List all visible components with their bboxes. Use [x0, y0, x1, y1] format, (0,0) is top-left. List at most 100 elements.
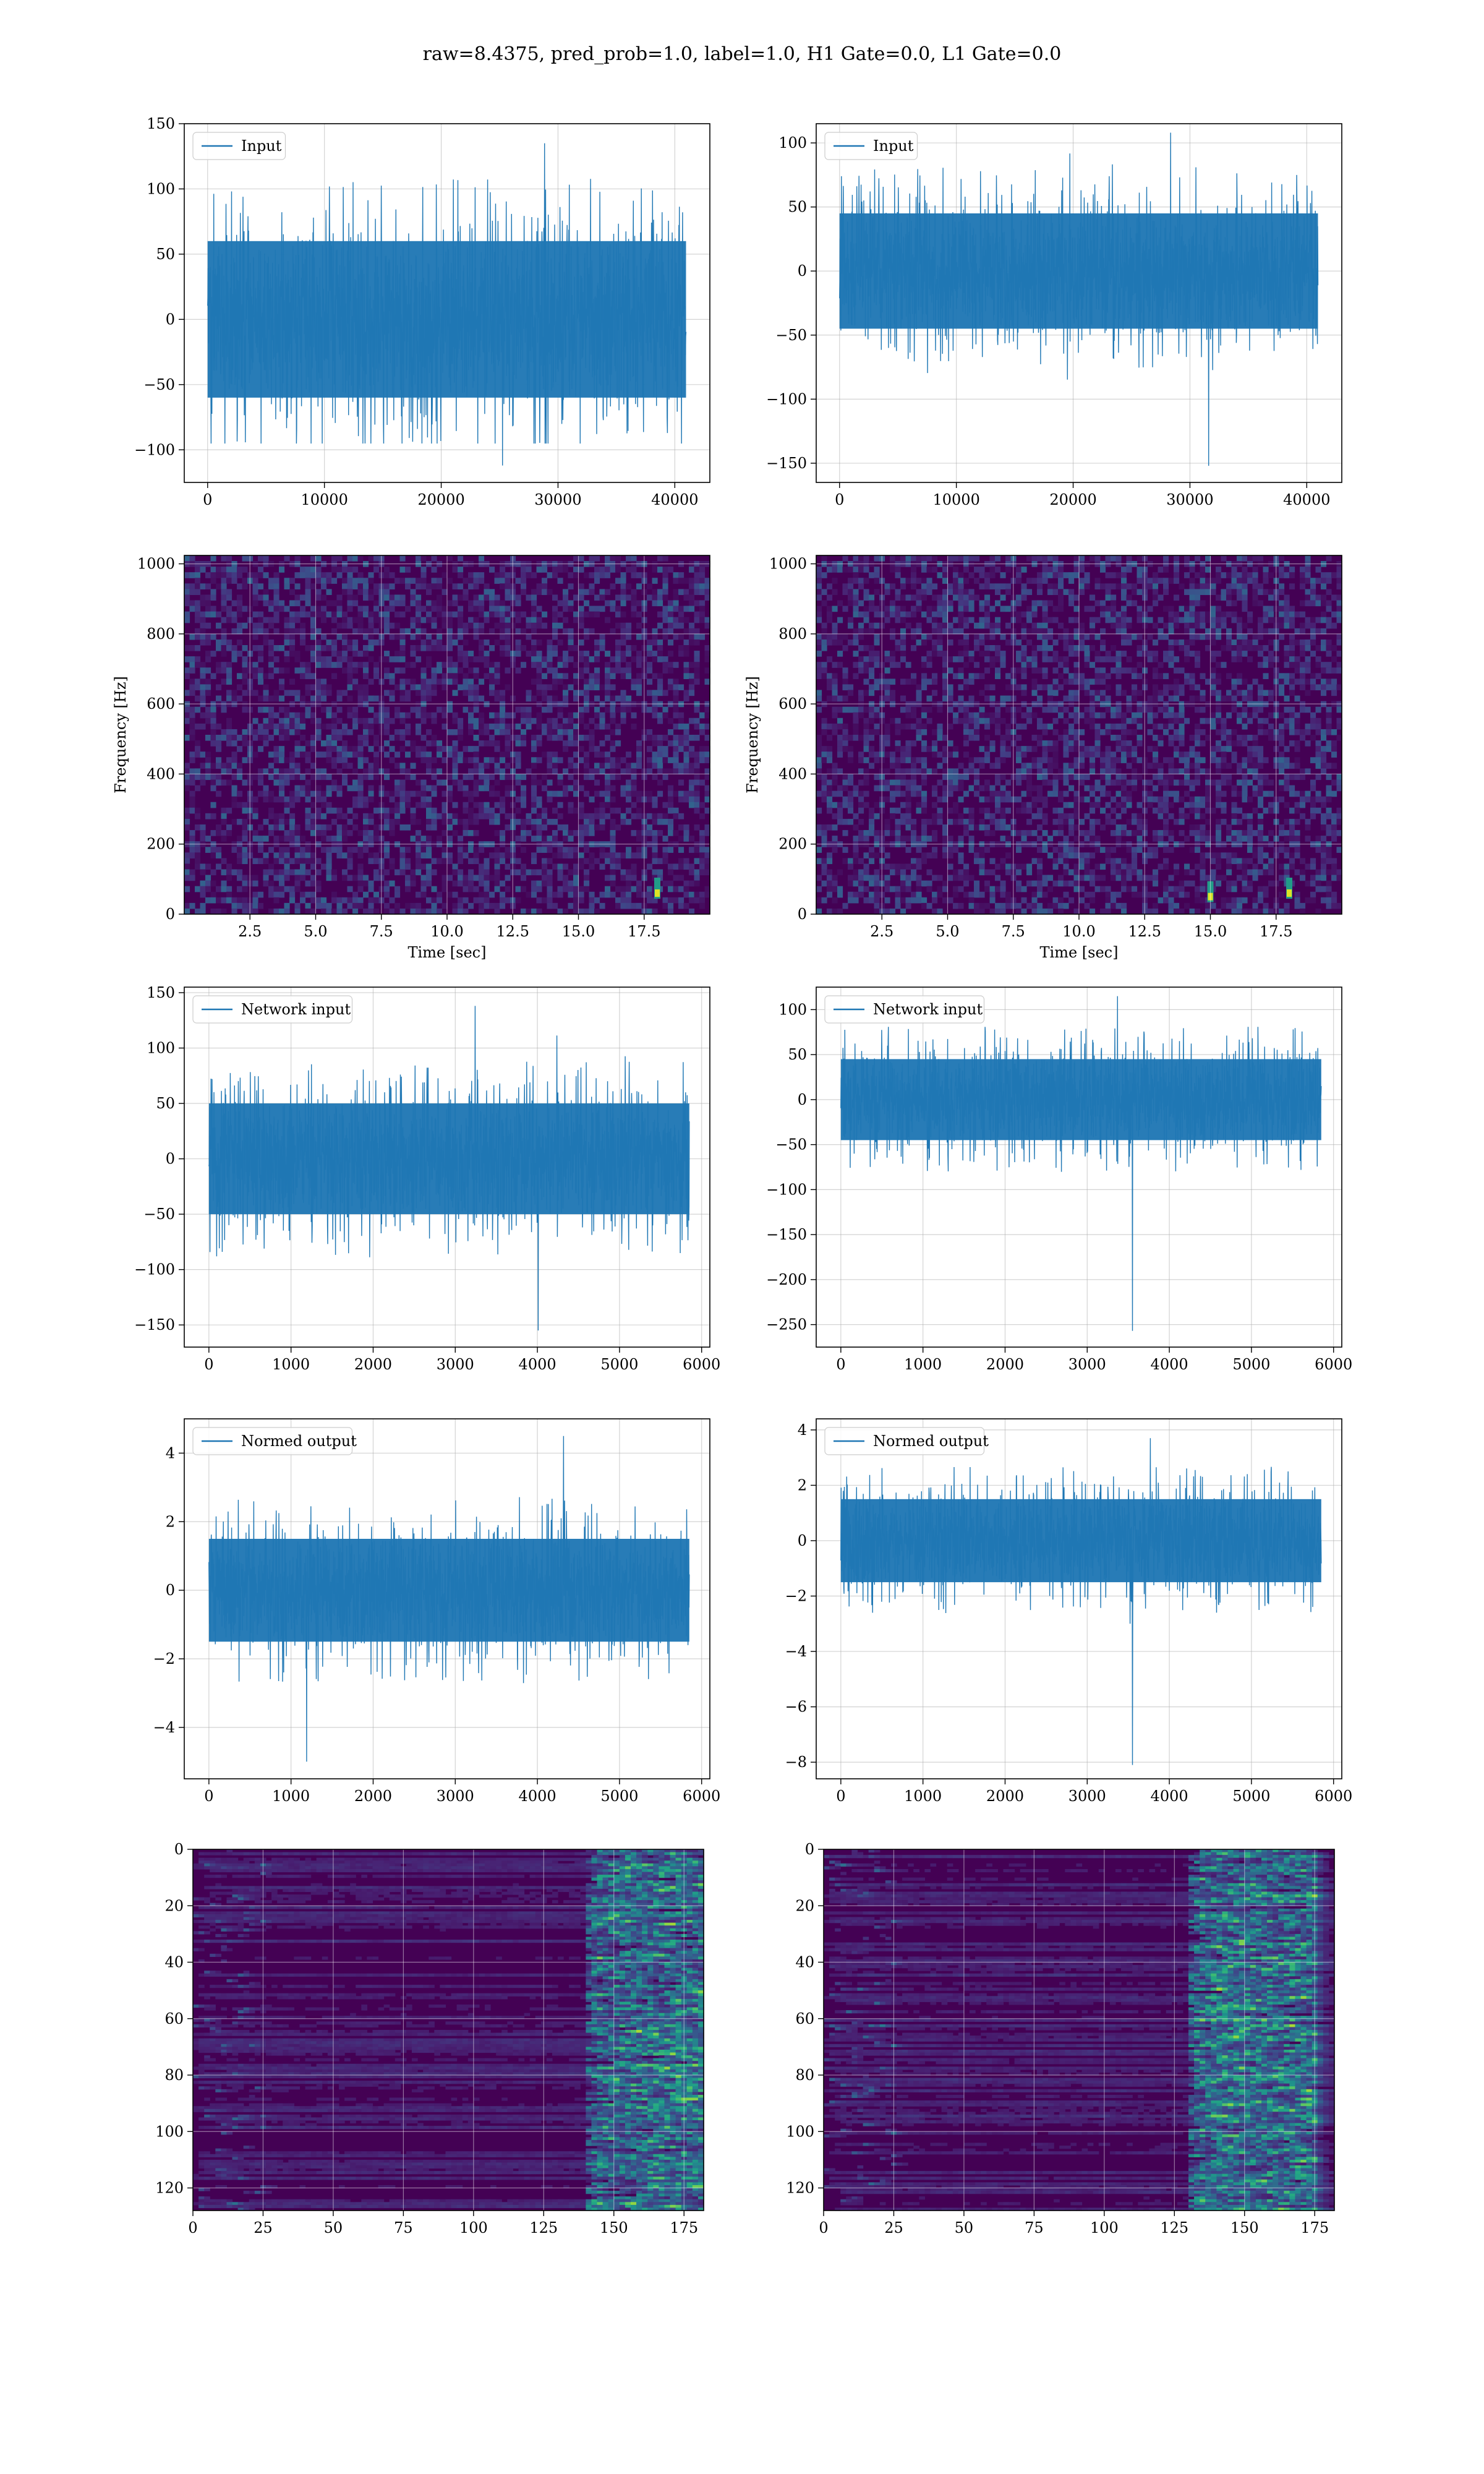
- heatmap-cell: [1032, 606, 1038, 612]
- heatmap-cell: [816, 645, 822, 651]
- heatmap-cell: [1127, 601, 1132, 607]
- heatmap-cell: [652, 847, 658, 853]
- heatmap-cell: [526, 623, 532, 629]
- heatmap-cell: [505, 852, 511, 858]
- heatmap-cell: [558, 656, 563, 662]
- heatmap-cell: [837, 617, 843, 623]
- heatmap-cell: [453, 757, 458, 763]
- heatmap-cell: [663, 612, 668, 618]
- heatmap-cell: [1190, 634, 1195, 640]
- heatmap-cell: [911, 634, 916, 640]
- heatmap-cell: [479, 863, 484, 870]
- heatmap-cell: [573, 808, 579, 814]
- heatmap-cell: [663, 881, 668, 887]
- heatmap-cell: [1148, 656, 1153, 662]
- heatmap-cell: [699, 634, 705, 640]
- heatmap-cell: [694, 567, 700, 573]
- heatmap-cell: [321, 617, 326, 623]
- heatmap-cell: [1289, 673, 1295, 679]
- heatmap-cell: [216, 830, 221, 836]
- heatmap-cell: [221, 617, 227, 623]
- heatmap-cell: [358, 662, 364, 668]
- heatmap-cell: [668, 909, 673, 915]
- heatmap-cell: [447, 612, 453, 618]
- heatmap-cell: [211, 729, 216, 735]
- heatmap-cell: [558, 623, 563, 629]
- heatmap-cell: [1026, 628, 1032, 635]
- heatmap-cell: [969, 678, 974, 685]
- heatmap-cell: [295, 903, 301, 909]
- heatmap-cell: [326, 751, 332, 758]
- heatmap-cell: [689, 578, 694, 584]
- heatmap-cell: [1163, 656, 1169, 662]
- heatmap-cell: [605, 651, 610, 657]
- heatmap-cell: [1047, 634, 1053, 640]
- heatmap-cell: [300, 847, 305, 853]
- heatmap-cell: [342, 763, 348, 769]
- heatmap-cell: [652, 813, 658, 820]
- heatmap-cell: [342, 780, 348, 786]
- heatmap-cell: [684, 751, 689, 758]
- heatmap-cell: [211, 847, 216, 853]
- heatmap-cell: [895, 555, 901, 562]
- heatmap-cell: [816, 578, 822, 584]
- heatmap-cell: [216, 847, 221, 853]
- heatmap-cell: [505, 606, 511, 612]
- heatmap-cell: [390, 696, 395, 702]
- heatmap-cell: [1074, 651, 1080, 657]
- heatmap-cell: [1190, 628, 1195, 635]
- heatmap-cell: [348, 852, 353, 858]
- heatmap-cell: [453, 870, 458, 876]
- heatmap-cell: [652, 852, 658, 858]
- heatmap-cell: [1253, 640, 1258, 646]
- heatmap-cell: [589, 892, 595, 898]
- heatmap-cell: [226, 830, 232, 836]
- heatmap-cell: [453, 774, 458, 780]
- heatmap-cell: [468, 768, 474, 774]
- heatmap-cell: [1226, 589, 1232, 595]
- heatmap-cell: [552, 751, 558, 758]
- heatmap-cell: [1321, 690, 1326, 696]
- heatmap-cell: [321, 572, 326, 578]
- heatmap-cell: [963, 589, 969, 595]
- heatmap-cell: [869, 662, 874, 668]
- heatmap-cell: [516, 628, 521, 635]
- heatmap-cell: [358, 555, 364, 562]
- heatmap-cell: [369, 819, 374, 825]
- heatmap-cell: [699, 746, 705, 752]
- heatmap-cell: [521, 836, 526, 842]
- heatmap-cell: [958, 684, 964, 690]
- heatmap-cell: [426, 713, 432, 719]
- heatmap-cell: [516, 858, 521, 864]
- heatmap-cell: [500, 713, 505, 719]
- heatmap-cell: [216, 863, 221, 870]
- heatmap-cell: [342, 583, 348, 589]
- heatmap-cell: [636, 757, 642, 763]
- heatmap-cell: [969, 589, 974, 595]
- heatmap-cell: [479, 763, 484, 769]
- heatmap-cell: [853, 572, 859, 578]
- heatmap-cell: [1232, 684, 1237, 690]
- heatmap-cell: [542, 662, 547, 668]
- heatmap-cell: [647, 662, 652, 668]
- heatmap-cell: [1005, 623, 1011, 629]
- heatmap-cell: [636, 813, 642, 820]
- heatmap-cell: [684, 645, 689, 651]
- heatmap-cell: [1090, 555, 1095, 562]
- heatmap-cell: [500, 903, 505, 909]
- heatmap-cell: [1090, 645, 1095, 651]
- heatmap-cell: [1253, 572, 1258, 578]
- heatmap-cell: [927, 606, 932, 612]
- heatmap-cell: [411, 746, 416, 752]
- heatmap-cell: [1100, 696, 1106, 702]
- heatmap-cell: [321, 645, 326, 651]
- heatmap-cell: [694, 892, 700, 898]
- heatmap-cell: [1137, 645, 1143, 651]
- heatmap-cell: [1321, 601, 1326, 607]
- heatmap-cell: [853, 589, 859, 595]
- heatmap-cell: [468, 729, 474, 735]
- heatmap-cell: [421, 696, 427, 702]
- heatmap-cell: [1268, 690, 1274, 696]
- heatmap-cell: [484, 774, 490, 780]
- heatmap-cell: [537, 847, 542, 853]
